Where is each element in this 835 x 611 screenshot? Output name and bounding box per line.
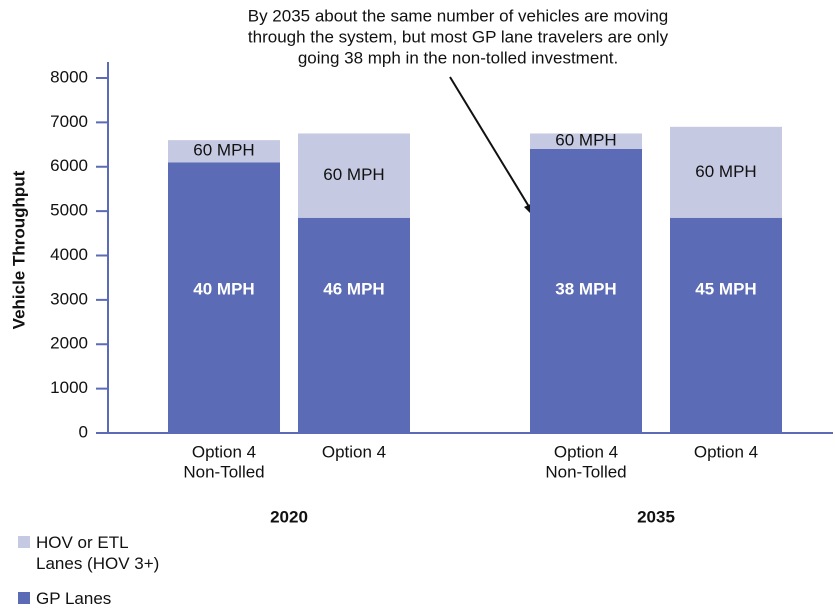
y-tick-label: 7000: [50, 112, 88, 131]
y-axis-title: Vehicle Throughput: [9, 170, 28, 329]
legend-item: GP Lanes: [18, 588, 161, 609]
legend-item: HOV or ETL Lanes (HOV 3+): [18, 532, 161, 574]
group-label: 2020: [270, 507, 308, 526]
y-tick-label: 1000: [50, 378, 88, 397]
bar-segment: [168, 162, 280, 433]
legend-swatch: [18, 536, 30, 548]
y-tick-label: 2000: [50, 334, 88, 353]
legend-label: HOV or ETL Lanes (HOV 3+): [36, 533, 160, 573]
y-tick-label: 0: [79, 422, 88, 441]
x-tick-label: Non-Tolled: [183, 462, 264, 481]
bar-segment: [298, 217, 410, 433]
annotation-arrow: [449, 76, 532, 211]
bar-segment: [530, 133, 642, 149]
legend-label: GP Lanes: [36, 589, 112, 608]
segment-label: 60 MPH: [695, 162, 756, 181]
bar-segment: [670, 217, 782, 433]
bar-segment: [670, 126, 782, 218]
bar-segment: [530, 149, 642, 433]
bar-segment: [298, 133, 410, 218]
segment-label: 60 MPH: [323, 165, 384, 184]
x-tick-label: Non-Tolled: [545, 462, 626, 481]
annotation-line: going 38 mph in the non-tolled investmen…: [298, 48, 618, 67]
x-tick-label: Option 4: [554, 442, 618, 461]
annotation-line: By 2035 about the same number of vehicle…: [248, 6, 669, 25]
y-tick-label: 5000: [50, 201, 88, 220]
x-tick-label: Option 4: [694, 442, 758, 461]
x-tick-label: Option 4: [192, 442, 256, 461]
legend-swatch: [18, 592, 30, 604]
segment-label: 60 MPH: [555, 131, 616, 150]
y-tick-label: 3000: [50, 289, 88, 308]
segment-label: 38 MPH: [555, 279, 616, 298]
segment-label: 45 MPH: [695, 279, 756, 298]
y-tick-label: 4000: [50, 245, 88, 264]
segment-label: 40 MPH: [193, 279, 254, 298]
x-tick-label: Option 4: [322, 442, 386, 461]
y-tick-label: 6000: [50, 156, 88, 175]
group-label: 2035: [637, 507, 675, 526]
segment-label: 46 MPH: [323, 279, 384, 298]
bar-segment: [168, 140, 280, 163]
segment-label: 60 MPH: [193, 141, 254, 160]
annotation-line: through the system, but most GP lane tra…: [248, 27, 669, 46]
y-tick-label: 8000: [50, 67, 88, 86]
